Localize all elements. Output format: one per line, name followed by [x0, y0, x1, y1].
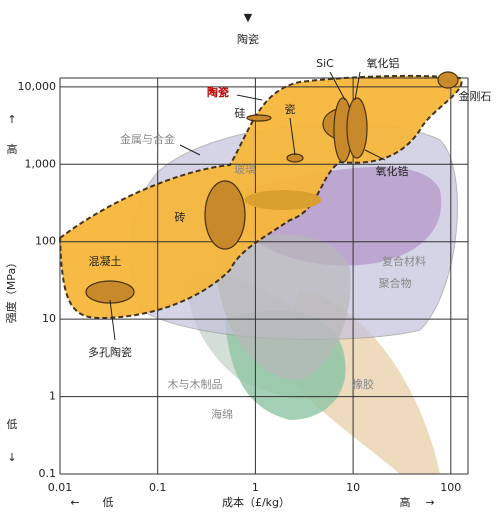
leader — [289, 117, 296, 156]
leader — [109, 299, 116, 341]
x-tick-label: 0.01 — [48, 481, 73, 494]
top-label: 陶瓷 — [237, 32, 259, 46]
leader — [179, 144, 201, 156]
leader — [236, 94, 263, 101]
concrete — [85, 280, 135, 304]
annotation: 多孔陶瓷 — [88, 345, 132, 359]
x-low: 低 — [103, 496, 114, 509]
leader — [354, 71, 361, 101]
x-axis-label: 成本（£/kg） — [222, 495, 290, 509]
y-tick-label: 10,000 — [18, 80, 57, 93]
arrow: → — [425, 496, 434, 509]
x-tick-label: 100 — [440, 481, 461, 494]
x-high: 高 — [400, 495, 411, 509]
annotation: 硅 — [235, 107, 246, 120]
annotation: 木与木制品 — [168, 378, 223, 391]
y-tick-label: 10 — [42, 312, 56, 325]
polymer-region — [215, 234, 351, 380]
glass — [245, 190, 321, 210]
frame — [59, 77, 469, 475]
x-tick-label: 0.1 — [149, 481, 167, 494]
annotation: SiC — [316, 57, 334, 70]
arrow: ↑ — [7, 113, 16, 126]
y-tick-label: 100 — [35, 235, 56, 248]
marker: ▼ — [244, 11, 253, 24]
diamond — [437, 71, 459, 89]
arrow: ↓ — [7, 451, 16, 464]
y-high: 高 — [7, 142, 18, 156]
annotation: 聚合物 — [379, 276, 412, 290]
arrow: ← — [70, 496, 79, 509]
y-tick-label: 1 — [49, 390, 56, 403]
materials — [85, 71, 459, 304]
annotation: 混凝土 — [89, 254, 122, 268]
y-axis-label: 强度（MPa） — [4, 257, 18, 323]
annotation: 金属与合金 — [120, 132, 175, 146]
annotation: 瓷 — [285, 102, 296, 116]
annotation: 复合材料 — [382, 254, 426, 268]
labels: ▼ 陶瓷 陶瓷 硅 瓷 SiC 氧化铝 金刚石 金属与合金 玻璃 砖 氧化锆 复… — [4, 11, 492, 509]
annotation: 氧化铝 — [367, 56, 400, 70]
y-low: 低 — [7, 418, 18, 431]
silicon — [246, 114, 272, 122]
leaders — [109, 71, 386, 341]
leader — [364, 149, 386, 161]
annotation: 海绵 — [211, 407, 233, 421]
brick — [204, 180, 246, 250]
annotation: 陶瓷 — [207, 85, 229, 99]
annotation: 氧化锆 — [376, 164, 409, 178]
zirconia — [346, 97, 368, 159]
porcelain — [286, 153, 304, 163]
y-tick-label: 1,000 — [25, 157, 57, 170]
annotation: 砖 — [175, 210, 186, 224]
x-tick-label: 1 — [252, 481, 259, 494]
annotation: 玻璃 — [234, 162, 256, 176]
leader — [329, 71, 346, 101]
annotation: 金刚石 — [459, 89, 492, 103]
y-tick-label: 0.1 — [39, 467, 57, 480]
x-tick-label: 10 — [346, 481, 360, 494]
annotation: 橡胶 — [352, 377, 374, 391]
